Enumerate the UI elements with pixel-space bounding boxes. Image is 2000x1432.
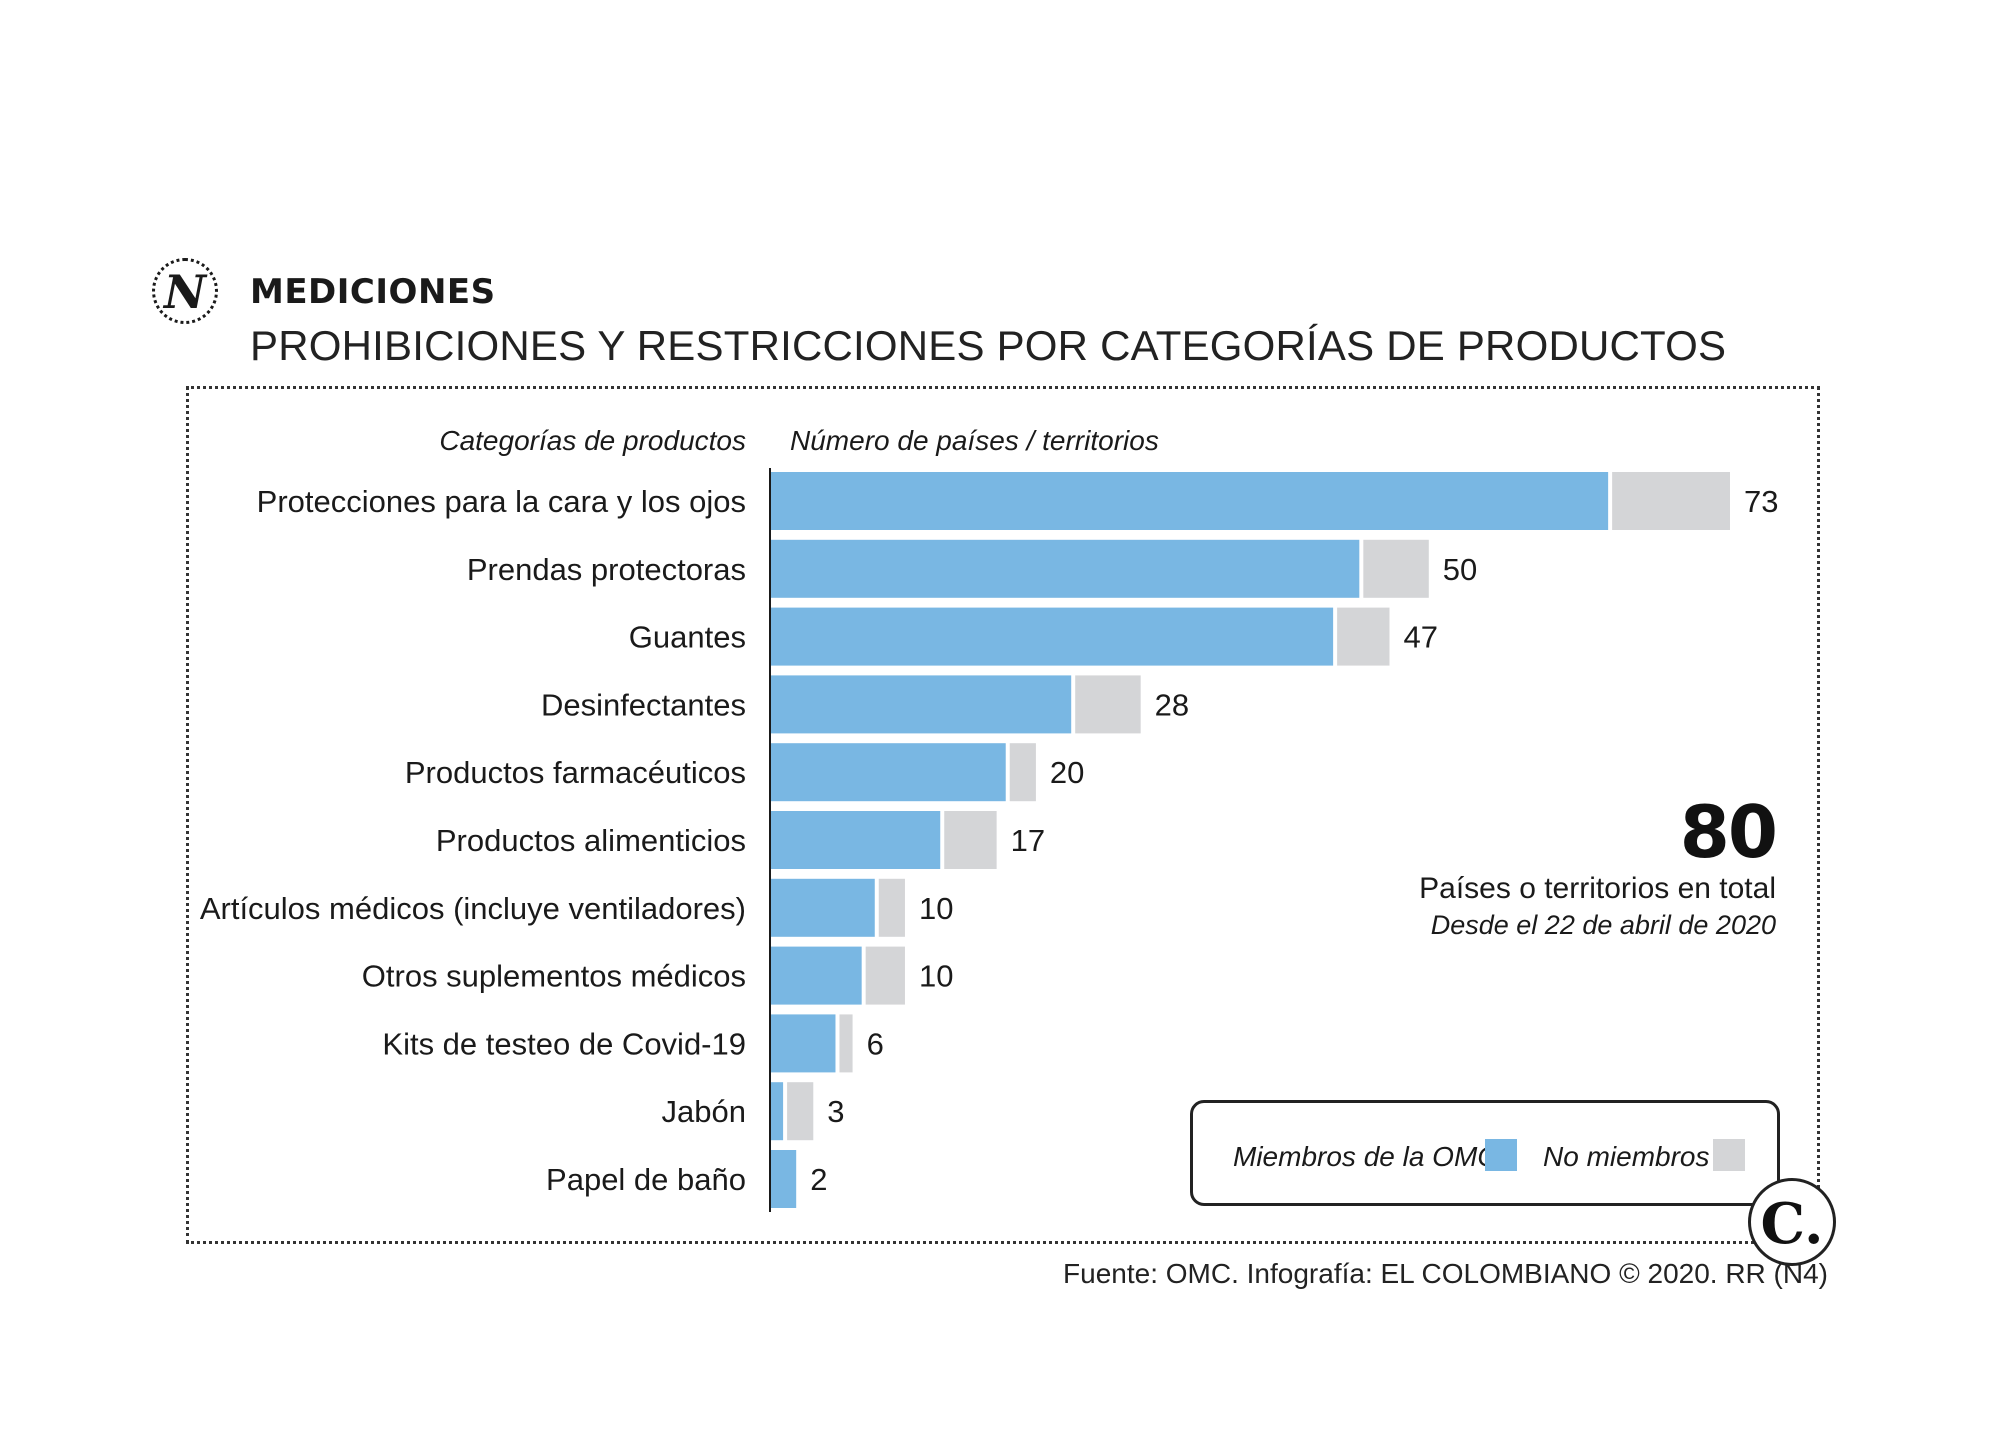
section-logo-icon: N — [152, 258, 218, 324]
bar-members — [770, 675, 1072, 734]
category-column-header: Categorías de productos — [439, 425, 746, 456]
category-label: Guantes — [629, 620, 746, 655]
value-label: 17 — [1011, 823, 1045, 858]
bar-members — [770, 607, 1334, 666]
bar-non-members — [787, 1082, 814, 1141]
bar-non-members — [865, 946, 905, 1005]
bar-non-members — [839, 1014, 853, 1073]
chart-frame — [186, 386, 1820, 1244]
bar-non-members — [944, 811, 997, 869]
logo-letter: N — [163, 265, 207, 319]
value-label: 10 — [919, 891, 953, 926]
bar-non-members — [1612, 472, 1730, 530]
category-label: Productos farmacéuticos — [405, 755, 746, 790]
bar-members — [770, 811, 941, 869]
category-label: Prendas protectoras — [467, 552, 746, 587]
legend-label-non-members: No miembros — [1543, 1141, 1710, 1172]
bar-non-members — [1009, 743, 1036, 802]
date-note: Desde el 22 de abril de 2020 — [1430, 910, 1776, 940]
bar-non-members — [1363, 539, 1429, 598]
value-label: 10 — [919, 959, 953, 994]
category-label: Otros suplementos médicos — [362, 959, 746, 994]
bar-members — [770, 1014, 836, 1073]
total-countries-label: Países o territorios en total — [1419, 872, 1776, 905]
section-kicker: MEDICIONES — [250, 272, 496, 312]
legend-label-members: Miembros de la OMC — [1233, 1141, 1498, 1172]
value-label: 47 — [1404, 620, 1438, 655]
brand-logo-icon: C. — [1748, 1178, 1836, 1266]
category-label: Papel de baño — [546, 1162, 746, 1197]
bar-members — [770, 946, 862, 1005]
category-label: Kits de testeo de Covid-19 — [382, 1026, 746, 1061]
category-label: Desinfectantes — [541, 687, 746, 722]
legend: Miembros de la OMC No miembros — [1190, 1100, 1780, 1206]
value-label: 28 — [1155, 687, 1189, 722]
value-label: 20 — [1050, 755, 1084, 790]
bar-non-members — [878, 878, 905, 937]
bar-members — [770, 539, 1360, 598]
bar-non-members — [1337, 607, 1390, 666]
source-credit: Fuente: OMC. Infografía: EL COLOMBIANO ©… — [1063, 1258, 1828, 1289]
category-label: Jabón — [662, 1094, 746, 1129]
bar-members — [770, 1082, 784, 1141]
bar-members — [770, 743, 1006, 802]
bar-members — [770, 1150, 797, 1208]
legend-swatch-non-members — [1713, 1139, 1745, 1171]
value-label: 3 — [827, 1094, 844, 1129]
category-label: Productos alimenticios — [436, 823, 746, 858]
value-column-header: Número de países / territorios — [790, 425, 1159, 456]
bar-members — [770, 472, 1609, 530]
category-label: Artículos médicos (incluye ventiladores) — [200, 891, 746, 926]
chart-title: PROHIBICIONES Y RESTRICCIONES POR CATEGO… — [250, 322, 1727, 369]
bar-non-members — [1075, 675, 1141, 734]
value-label: 50 — [1443, 552, 1477, 587]
total-countries-value: 80 — [1679, 790, 1778, 874]
value-label: 2 — [810, 1162, 827, 1197]
legend-swatch-members — [1485, 1139, 1517, 1171]
value-label: 73 — [1744, 484, 1778, 519]
category-label: Protecciones para la cara y los ojos — [257, 484, 746, 519]
brand-mark: C. — [1760, 1191, 1824, 1257]
bar-members — [770, 878, 875, 937]
value-label: 6 — [867, 1026, 884, 1061]
